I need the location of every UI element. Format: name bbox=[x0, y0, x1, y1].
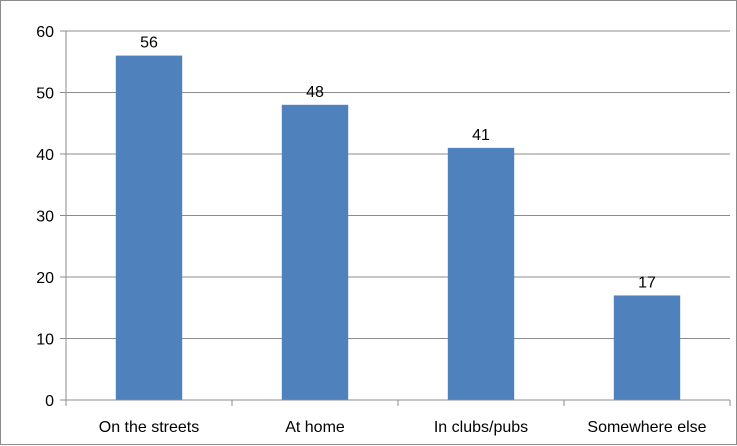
y-tick-label-60: 60 bbox=[36, 24, 54, 41]
data-label-2: 41 bbox=[472, 127, 490, 144]
bar-2 bbox=[447, 147, 515, 400]
y-tick-label-30: 30 bbox=[36, 209, 54, 226]
category-label-2: In clubs/pubs bbox=[434, 419, 528, 436]
data-label-0: 56 bbox=[140, 35, 158, 52]
data-label-3: 17 bbox=[638, 274, 656, 291]
bars bbox=[115, 55, 681, 401]
y-tick-label-10: 10 bbox=[36, 332, 54, 349]
y-tick-label-0: 0 bbox=[45, 393, 54, 410]
y-tick-label-40: 40 bbox=[36, 147, 54, 164]
labels: 0 10 20 30 40 50 60 56 On the streets 48 At home 41… bbox=[36, 24, 706, 436]
axes bbox=[60, 30, 731, 406]
category-label-0: On the streets bbox=[99, 419, 200, 436]
bar-0 bbox=[115, 55, 183, 400]
category-label-3: Somewhere else bbox=[587, 419, 706, 436]
y-tick-label-50: 50 bbox=[36, 86, 54, 103]
bar-3 bbox=[613, 295, 681, 400]
bar-1 bbox=[281, 104, 349, 401]
data-label-1: 48 bbox=[306, 84, 324, 101]
y-tick-label-20: 20 bbox=[36, 270, 54, 287]
category-label-1: At home bbox=[285, 419, 345, 436]
